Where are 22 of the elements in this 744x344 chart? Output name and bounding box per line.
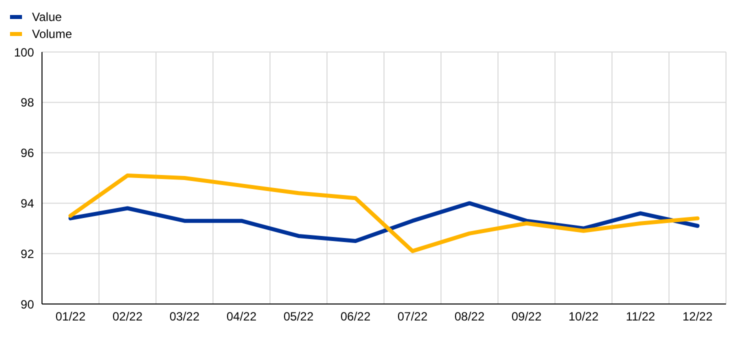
x-tick-label: 03/22 — [169, 310, 200, 324]
x-tick-label: 01/22 — [55, 310, 86, 324]
y-tick-label: 100 — [14, 45, 34, 60]
legend-label: Value — [32, 10, 62, 24]
x-tick-label: 02/22 — [112, 310, 143, 324]
y-tick-label: 94 — [20, 196, 34, 210]
x-tick-label: 08/22 — [454, 310, 485, 324]
x-tick-label: 12/22 — [682, 310, 713, 324]
x-tick-label: 06/22 — [340, 310, 371, 324]
y-tick-label: 96 — [20, 146, 34, 160]
x-tick-label: 09/22 — [511, 310, 542, 324]
legend-label: Volume — [32, 26, 72, 40]
y-tick-label: 90 — [20, 297, 34, 312]
x-tick-label: 11/22 — [626, 310, 656, 324]
x-tick-label: 10/22 — [568, 310, 599, 324]
x-tick-label: 05/22 — [283, 310, 314, 324]
line-series — [68, 201, 700, 243]
x-tick-label: 04/22 — [226, 310, 257, 324]
x-tick-label: 07/22 — [397, 310, 428, 324]
line-series — [68, 173, 700, 254]
y-tick-label: 92 — [20, 246, 34, 261]
y-tick-label: 98 — [20, 96, 34, 110]
